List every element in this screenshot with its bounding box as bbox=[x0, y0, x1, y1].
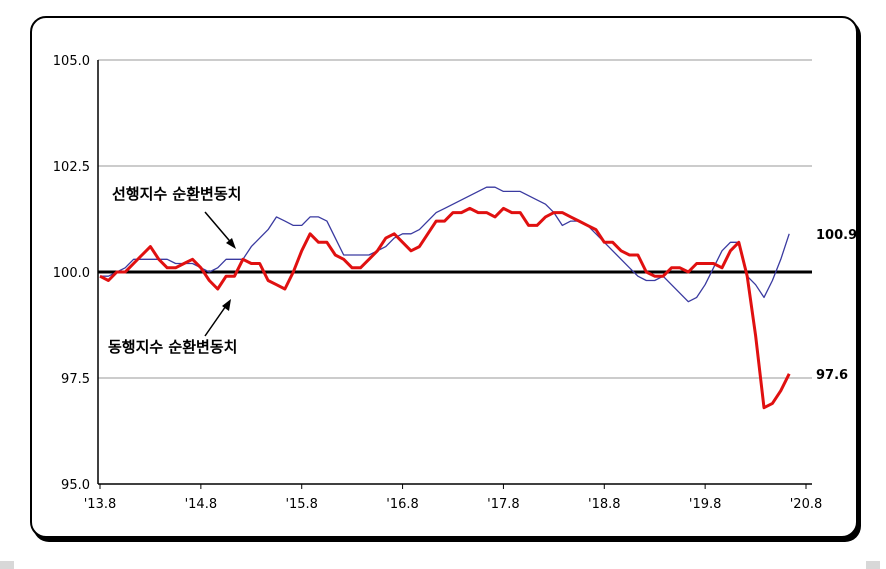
leading-index-annotation: 선행지수 순환변동치 bbox=[112, 185, 241, 203]
x-tick-label: '17.8 bbox=[487, 497, 520, 512]
leading-index-line bbox=[100, 186, 790, 303]
y-tick-label: 100.0 bbox=[53, 266, 90, 281]
x-tick-label: '19.8 bbox=[689, 497, 722, 512]
series-end-labels: 100.9 97.6 bbox=[816, 228, 857, 383]
y-tick-label: 105.0 bbox=[53, 54, 90, 69]
page-corner-right bbox=[866, 561, 880, 569]
series-layer bbox=[99, 186, 791, 410]
annotations: 선행지수 순환변동치 동행지수 순환변동치 bbox=[108, 185, 241, 356]
coincident-index-annotation: 동행지수 순환변동치 bbox=[108, 338, 237, 356]
y-tick-label: 102.5 bbox=[53, 160, 90, 175]
x-tick-label: '16.8 bbox=[386, 497, 419, 512]
coincident-index-arrow bbox=[204, 302, 229, 337]
x-tick-label: '18.8 bbox=[588, 497, 621, 512]
leading-index-arrowhead bbox=[226, 238, 236, 249]
coincident-index-arrowhead bbox=[222, 299, 231, 311]
x-tick-label: '13.8 bbox=[84, 497, 117, 512]
coincident-index-end-label: 97.6 bbox=[816, 368, 848, 383]
axes bbox=[97, 60, 812, 489]
x-tick-label: '15.8 bbox=[285, 497, 318, 512]
leading-index-arrow bbox=[204, 211, 235, 247]
x-tick-label: '14.8 bbox=[185, 497, 218, 512]
x-axis-ticks: '13.8 '14.8 '15.8 '16.8 '17.8 '18.8 '19.… bbox=[84, 497, 823, 512]
x-tick-label: '20.8 bbox=[790, 497, 823, 512]
y-tick-label: 95.0 bbox=[61, 478, 90, 493]
y-axis-ticks: 95.0 97.5 100.0 102.5 105.0 bbox=[53, 54, 90, 493]
coincident-index-line bbox=[99, 206, 791, 410]
y-tick-label: 97.5 bbox=[61, 372, 90, 387]
grid-lines bbox=[98, 59, 812, 379]
page-corner-left bbox=[0, 561, 14, 569]
chart-frame bbox=[30, 16, 858, 538]
leading-index-end-label: 100.9 bbox=[816, 228, 857, 243]
